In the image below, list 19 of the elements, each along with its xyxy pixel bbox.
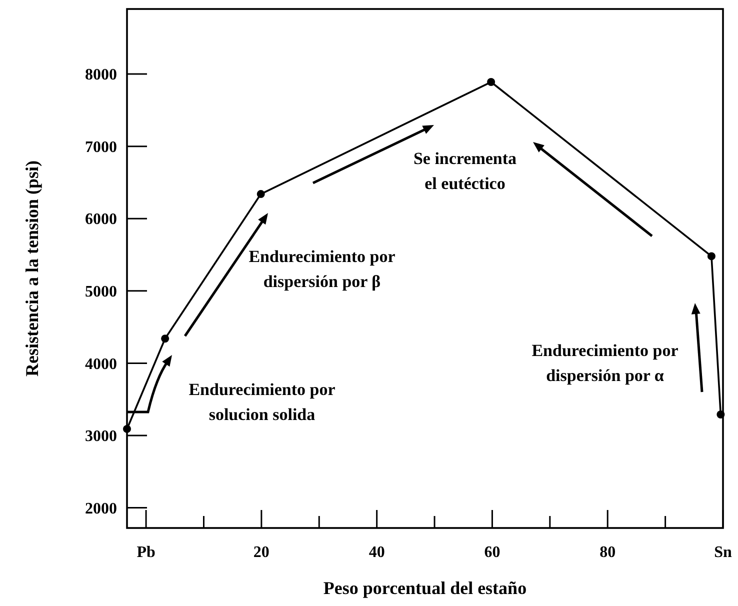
y-tick-label: 5000 [85, 284, 117, 301]
y-tick-label: 6000 [85, 211, 117, 228]
annotation: Endurecimiento por solucion solida [188, 380, 336, 424]
x-tick-label: 40 [368, 544, 385, 561]
annotation: Se incrementa el eutéctico [413, 149, 518, 193]
x-tick-label: 80 [600, 544, 616, 561]
y-tick-label: 4000 [85, 356, 117, 373]
x-tick-label: 60 [484, 544, 500, 561]
annotation: Endurecimiento por dispersión por α [532, 341, 679, 385]
y-axis-title: Resistencia a la tension (psi) [22, 160, 42, 376]
y-tick-label: 7000 [85, 138, 117, 156]
y-tick-label: 3000 [85, 428, 117, 446]
x-axis-title: Peso porcentual del estaño [323, 578, 527, 598]
x-tick-label: Sn [714, 544, 732, 561]
x-tick-label: 20 [253, 544, 270, 561]
annotation: Endurecimiento por dispersión por β [248, 247, 396, 291]
y-tick-label: 2000 [85, 500, 117, 518]
x-tick-label: Pb [136, 544, 156, 561]
y-tick-label: 8000 [85, 66, 117, 84]
